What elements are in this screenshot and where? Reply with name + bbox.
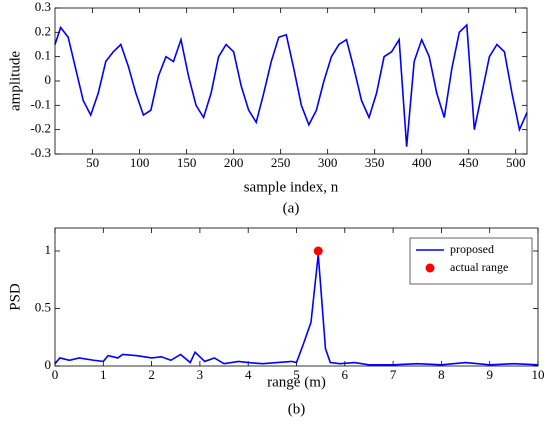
x-tick-label: 200 [224,155,244,170]
plot-area [55,8,527,154]
x-axis-label: sample index, n [244,179,339,195]
y-tick-label: -0.3 [30,145,51,160]
x-tick-label: 7 [390,367,397,382]
y-axis-label: PSD [7,283,23,311]
legend-text: actual range [450,260,508,274]
data-line [54,23,528,147]
x-tick-label: 500 [506,155,526,170]
x-tick-label: 6 [342,367,349,382]
y-tick-label: 0 [45,357,52,372]
x-tick-label: 8 [438,367,445,382]
x-tick-label: 1 [100,367,107,382]
y-tick-label: 0 [45,72,52,87]
y-tick-label: 1 [45,242,52,257]
axes-frame [54,227,539,367]
x-tick-label: 4 [245,367,252,382]
y-tick-label: 0.1 [35,48,51,63]
legend-box [409,237,533,285]
x-tick-label: 400 [412,155,432,170]
x-tick-label: 350 [365,155,385,170]
x-tick-label: 9 [486,367,493,382]
caption: (b) [288,401,306,417]
x-tick-label: 50 [86,155,99,170]
x-tick-label: 450 [459,155,479,170]
data-point [313,246,323,256]
x-axis-label: range (m) [267,374,326,390]
x-tick-label: 5 [293,367,300,382]
x-tick-label: 300 [318,155,338,170]
axes-frame [54,7,528,155]
x-tick-label: 250 [271,155,291,170]
y-tick-label: 0.5 [35,299,51,314]
x-tick-label: 10 [532,367,545,382]
x-tick-label: 2 [148,367,155,382]
legend-text: proposed [450,242,494,256]
y-axis-label: amplitude [7,51,23,111]
caption: (a) [283,200,300,216]
y-tick-label: -0.2 [30,121,51,136]
x-tick-label: 100 [130,155,150,170]
x-tick-label: 0 [52,367,59,382]
y-tick-label: 0.3 [35,0,51,14]
x-tick-label: 150 [177,155,197,170]
y-tick-label: 0.2 [35,23,51,38]
y-tick-label: -0.1 [30,96,51,111]
x-tick-label: 3 [197,367,204,382]
legend-symbol [425,263,435,273]
data-line [54,254,539,366]
